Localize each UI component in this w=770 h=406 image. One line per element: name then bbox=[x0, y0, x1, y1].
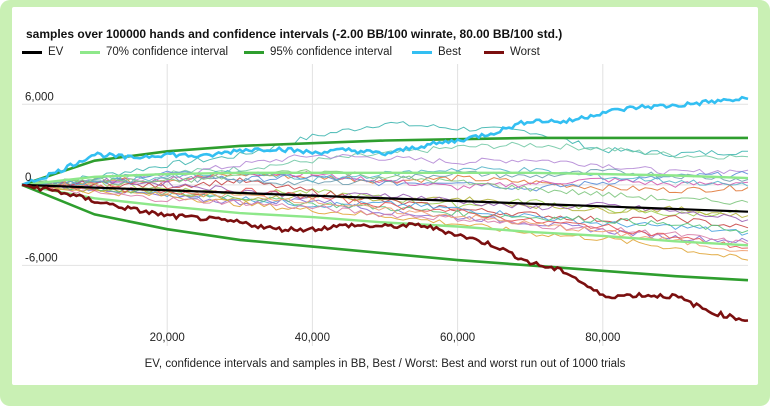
x-tick-label: 40,000 bbox=[295, 332, 330, 344]
sample-line-4 bbox=[21, 172, 749, 194]
sample-line-9 bbox=[21, 184, 749, 236]
grid bbox=[22, 64, 748, 346]
sample-line-3 bbox=[21, 153, 749, 187]
y-tick-label: 6,000 bbox=[25, 91, 54, 103]
ev-line bbox=[21, 183, 749, 213]
legend-swatch-worst bbox=[484, 50, 504, 54]
legend-label-worst: Worst bbox=[510, 46, 540, 58]
sample-line-20 bbox=[21, 169, 749, 205]
sample-line-19 bbox=[21, 182, 749, 252]
sample-line-11 bbox=[21, 184, 749, 261]
sample-line-18 bbox=[21, 166, 749, 187]
x-tick-label: 60,000 bbox=[440, 332, 475, 344]
x-tick-label: 20,000 bbox=[150, 332, 185, 344]
legend-swatch-best bbox=[412, 50, 432, 54]
y-tick-label: 0 bbox=[25, 172, 31, 184]
legend-item-95-ci: 95% confidence interval bbox=[244, 46, 392, 58]
tick-labels: 6,000 0 -6,000 20,000 40,000 60,000 80,000 bbox=[25, 91, 620, 344]
y-tick-label: -6,000 bbox=[25, 252, 58, 264]
legend-label-ev: EV bbox=[48, 46, 64, 58]
chart-title: samples over 100000 hands and confidence… bbox=[26, 27, 563, 41]
sample-line-1 bbox=[21, 121, 748, 186]
legend-swatch-70-ci bbox=[80, 50, 100, 54]
legend-item-best: Best bbox=[412, 46, 461, 58]
legend-label-best: Best bbox=[438, 46, 462, 58]
ci70-upper-line bbox=[21, 171, 749, 187]
legend-item-70-ci: 70% confidence interval bbox=[80, 46, 228, 58]
legend-item-worst: Worst bbox=[484, 46, 540, 58]
legend-swatch-95-ci bbox=[244, 50, 264, 54]
chart-caption: EV, confidence intervals and samples in … bbox=[144, 358, 626, 370]
best-line bbox=[21, 95, 749, 187]
legend-swatch-ev bbox=[22, 50, 42, 54]
ci95-lower-line bbox=[21, 183, 749, 282]
series-lines bbox=[21, 95, 749, 323]
legend-label-70-ci: 70% confidence interval bbox=[106, 46, 229, 58]
ci70-lower-line bbox=[21, 183, 749, 247]
legend-item-ev: EV bbox=[22, 46, 63, 58]
worst-line bbox=[21, 183, 749, 323]
chart-panel bbox=[12, 7, 758, 385]
legend-label-95-ci: 95% confidence interval bbox=[270, 46, 393, 58]
ci95-upper-line bbox=[21, 136, 748, 187]
x-tick-label: 80,000 bbox=[585, 332, 620, 344]
